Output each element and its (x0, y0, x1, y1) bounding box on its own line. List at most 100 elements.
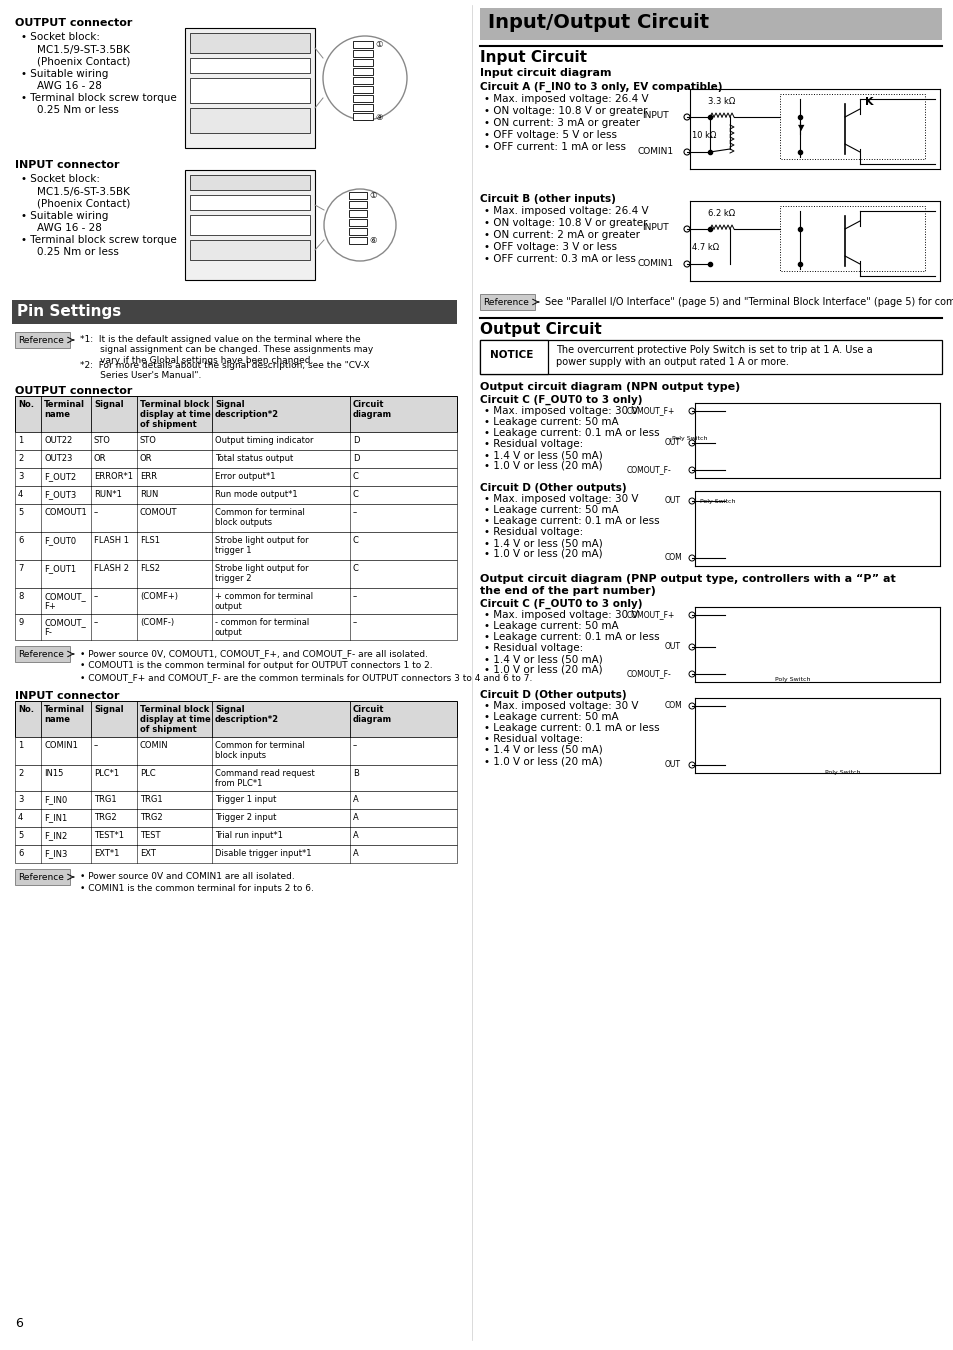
Text: –: – (94, 741, 98, 751)
Bar (479, 340, 547, 374)
Text: Signal: Signal (94, 705, 124, 714)
Text: • Suitable wiring: • Suitable wiring (21, 69, 109, 80)
Bar (185, 170, 314, 279)
Text: –: – (94, 618, 98, 626)
Text: • ON current: 3 mA or greater: • ON current: 3 mA or greater (483, 117, 639, 128)
Text: • Power source 0V and COMIN1 are all isolated.: • Power source 0V and COMIN1 are all iso… (80, 872, 294, 882)
Text: F_IN1: F_IN1 (44, 813, 67, 822)
Text: Signal: Signal (214, 705, 244, 714)
Text: Poly Switch: Poly Switch (824, 769, 860, 775)
Text: • Max. imposed voltage: 26.4 V: • Max. imposed voltage: 26.4 V (483, 207, 648, 216)
Text: • Max. imposed voltage: 30 V: • Max. imposed voltage: 30 V (483, 610, 638, 620)
Text: description*2: description*2 (214, 716, 279, 724)
Text: 2: 2 (18, 454, 23, 463)
Bar (190, 194, 310, 211)
Text: COMIN: COMIN (140, 741, 169, 751)
Text: F_OUT3: F_OUT3 (44, 490, 76, 500)
Bar (353, 113, 373, 120)
Text: from PLC*1: from PLC*1 (214, 779, 262, 788)
Text: AWG 16 - 28: AWG 16 - 28 (37, 81, 102, 90)
Text: • Leakage current: 50 mA: • Leakage current: 50 mA (483, 417, 618, 427)
Bar (353, 77, 373, 84)
Text: MC1.5/9-ST-3.5BK: MC1.5/9-ST-3.5BK (37, 45, 130, 55)
Text: –: – (353, 618, 356, 626)
Bar (190, 215, 310, 235)
Text: Output circuit diagram (PNP output type, controllers with a “P” at: Output circuit diagram (PNP output type,… (479, 574, 895, 585)
Text: EXT*1: EXT*1 (94, 849, 119, 859)
Text: F-: F- (44, 628, 51, 637)
Bar (15, 432, 456, 450)
Text: • 1.0 V or less (20 mA): • 1.0 V or less (20 mA) (483, 756, 602, 765)
Text: • Leakage current: 50 mA: • Leakage current: 50 mA (483, 621, 618, 630)
Text: diagram: diagram (353, 410, 392, 418)
Bar (15, 332, 70, 348)
Text: Output timing indicator: Output timing indicator (214, 436, 314, 446)
Text: See "Parallel I/O Interface" (page 5) and "Terminal Block Interface" (page 5) fo: See "Parallel I/O Interface" (page 5) an… (544, 297, 953, 306)
Text: Circuit A (F_IN0 to 3 only, EV compatible): Circuit A (F_IN0 to 3 only, EV compatibl… (479, 82, 721, 92)
Text: trigger 1: trigger 1 (214, 545, 252, 555)
Text: 1: 1 (18, 741, 23, 751)
Text: OUT22: OUT22 (44, 436, 72, 446)
Text: Output circuit diagram (NPN output type): Output circuit diagram (NPN output type) (479, 382, 740, 391)
Text: • ON current: 2 mA or greater: • ON current: 2 mA or greater (483, 230, 639, 240)
Text: • Max. imposed voltage: 30 V: • Max. imposed voltage: 30 V (483, 701, 638, 711)
Text: 3.3 kΩ: 3.3 kΩ (707, 97, 735, 107)
Text: display at time: display at time (140, 716, 211, 724)
Bar (353, 68, 373, 76)
Bar (349, 201, 367, 208)
Text: • Max. imposed voltage: 30 V: • Max. imposed voltage: 30 V (483, 406, 638, 416)
Text: PLC*1: PLC*1 (94, 769, 119, 778)
Text: TEST: TEST (140, 832, 160, 840)
Text: Circuit B (other inputs): Circuit B (other inputs) (479, 194, 616, 204)
Text: ⑥: ⑥ (369, 236, 376, 244)
Text: Circuit: Circuit (353, 705, 384, 714)
Bar (15, 828, 456, 845)
Text: OUT: OUT (664, 437, 680, 447)
Bar (479, 340, 941, 374)
Bar (479, 8, 941, 40)
Text: COMOUT_: COMOUT_ (44, 593, 86, 601)
Text: Reference: Reference (482, 298, 528, 306)
Text: Poly Switch: Poly Switch (700, 500, 735, 504)
Text: FLASH 2: FLASH 2 (94, 564, 129, 572)
Text: output: output (214, 602, 242, 612)
Circle shape (323, 36, 407, 120)
Text: • Residual voltage:: • Residual voltage: (483, 526, 582, 537)
Text: D: D (353, 454, 359, 463)
Text: The overcurrent protective Poly Switch is set to trip at 1 A. Use a
power supply: The overcurrent protective Poly Switch i… (556, 346, 872, 367)
Text: Circuit D (Other outputs): Circuit D (Other outputs) (479, 483, 626, 493)
Text: COM: COM (664, 554, 682, 562)
Text: • Terminal block screw torque: • Terminal block screw torque (21, 93, 176, 103)
Text: block inputs: block inputs (214, 751, 266, 760)
Text: • Residual voltage:: • Residual voltage: (483, 439, 582, 450)
Bar (15, 869, 70, 886)
Text: PLC: PLC (140, 769, 155, 778)
Text: INPUT: INPUT (641, 111, 668, 120)
Text: • Max. imposed voltage: 26.4 V: • Max. imposed voltage: 26.4 V (483, 95, 648, 104)
Text: Terminal: Terminal (44, 400, 85, 409)
Bar (15, 614, 456, 640)
Text: B: B (353, 769, 358, 778)
Text: A: A (353, 849, 358, 859)
Text: (COMF+): (COMF+) (140, 593, 178, 601)
Text: Strobe light output for: Strobe light output for (214, 536, 309, 545)
Text: diagram: diagram (353, 716, 392, 724)
Text: • Leakage current: 0.1 mA or less: • Leakage current: 0.1 mA or less (483, 516, 659, 526)
Text: 8: 8 (18, 593, 24, 601)
Text: COMOUT_F+: COMOUT_F+ (626, 610, 675, 620)
Text: TRG2: TRG2 (140, 813, 162, 822)
Text: –: – (94, 593, 98, 601)
Text: F+: F+ (44, 602, 55, 612)
Text: –: – (353, 741, 356, 751)
Text: 4.7 kΩ: 4.7 kΩ (691, 243, 719, 252)
Text: –: – (94, 508, 98, 517)
Text: ERROR*1: ERROR*1 (94, 472, 132, 481)
Text: - common for terminal: - common for terminal (214, 618, 309, 626)
Text: Poly Switch: Poly Switch (672, 436, 707, 441)
Text: • OFF voltage: 3 V or less: • OFF voltage: 3 V or less (483, 242, 617, 252)
Bar (15, 647, 70, 662)
Text: Run mode output*1: Run mode output*1 (214, 490, 297, 500)
Text: • Socket block:: • Socket block: (21, 32, 100, 42)
Text: • Socket block:: • Socket block: (21, 174, 100, 184)
Bar (15, 765, 456, 791)
